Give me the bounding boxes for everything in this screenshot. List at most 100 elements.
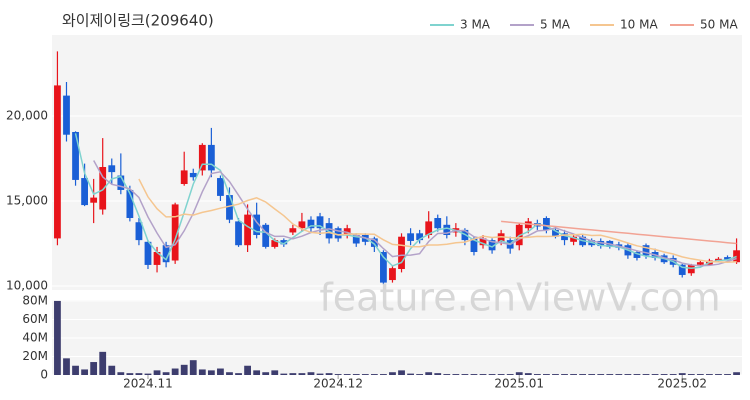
- volume-bar: [289, 373, 297, 375]
- volume-bar: [126, 373, 134, 375]
- x-tick-label: 2024.12: [313, 377, 363, 391]
- candle-body: [479, 238, 487, 246]
- volume-bar: [715, 374, 722, 375]
- volume-bar: [606, 374, 614, 375]
- volume-bar: [461, 374, 469, 375]
- volume-bar: [597, 374, 605, 375]
- y-tick-label: 0: [40, 368, 48, 382]
- candle-body: [126, 189, 134, 219]
- volume-bar: [180, 364, 188, 375]
- volume-bar: [316, 373, 324, 375]
- legend-label: 10 MA: [620, 18, 658, 32]
- volume-bar: [380, 374, 387, 375]
- volume-bar: [524, 373, 532, 375]
- volume-bar: [235, 373, 242, 375]
- candle-body: [561, 233, 568, 241]
- candle-body: [262, 224, 270, 247]
- candle-body: [253, 214, 261, 236]
- legend-label: 50 MA: [700, 18, 738, 32]
- candle-body: [162, 245, 170, 263]
- candle-body: [72, 131, 79, 180]
- candle-body: [108, 165, 116, 173]
- candle-body: [724, 257, 731, 261]
- chart-title: 와이제이링크(209640): [62, 12, 214, 30]
- volume-bar: [343, 374, 351, 375]
- volume-bar: [280, 373, 288, 375]
- volume-bar: [54, 300, 61, 375]
- candle-body: [715, 258, 722, 261]
- volume-bar: [117, 372, 125, 375]
- candle-body: [488, 240, 496, 251]
- volume-bar: [434, 373, 442, 375]
- candle-body: [90, 197, 98, 203]
- volume-bar: [407, 373, 414, 375]
- ma-line: [138, 178, 737, 263]
- volume-bar: [262, 372, 270, 375]
- candle-body: [470, 238, 478, 253]
- candle-body: [289, 228, 297, 233]
- volume-bar: [588, 374, 596, 375]
- volume-bar: [443, 374, 451, 375]
- volume-bar: [99, 351, 107, 375]
- volume-bar: [334, 374, 342, 375]
- volume-bar: [398, 370, 405, 375]
- y-tick-label: 80M: [22, 293, 48, 307]
- candle-body: [244, 214, 251, 246]
- ma-line: [93, 160, 737, 267]
- candle-body: [207, 144, 215, 171]
- volume-bar: [325, 373, 333, 375]
- volume-bar: [162, 372, 170, 375]
- ma-line: [501, 220, 737, 245]
- x-tick-label: 2024.11: [123, 377, 173, 391]
- volume-bar: [81, 369, 88, 375]
- candle-body: [198, 144, 206, 171]
- watermark: feature.enViewV.com: [319, 276, 720, 320]
- volume-bar: [642, 374, 650, 375]
- volume-bar: [153, 370, 161, 375]
- candle-body: [235, 221, 242, 246]
- candle-body: [407, 233, 414, 241]
- candle-body: [524, 221, 532, 229]
- volume-bar: [135, 373, 143, 375]
- candle-body: [434, 218, 442, 229]
- volume-bar: [416, 374, 424, 375]
- candle-body: [633, 252, 641, 258]
- candle-body: [696, 262, 704, 265]
- volume-bar: [579, 374, 587, 375]
- volume-bar: [244, 365, 251, 375]
- candle-body: [99, 167, 107, 210]
- volume-bar: [687, 374, 695, 375]
- volume-bar: [452, 374, 460, 375]
- candle-body: [425, 221, 433, 236]
- volume-bar: [361, 374, 369, 375]
- volume-bar: [615, 374, 623, 375]
- volume-bar: [543, 374, 550, 375]
- volume-bar: [706, 374, 713, 375]
- candle-body: [597, 240, 605, 247]
- x-tick-label: 2025.02: [657, 377, 707, 391]
- volume-bar: [352, 374, 360, 375]
- volume-bar: [207, 370, 215, 375]
- volume-bar: [470, 374, 478, 375]
- volume-bar: [678, 373, 686, 375]
- legend-label: 3 MA: [460, 18, 491, 32]
- candle-body: [316, 216, 324, 229]
- candle-body: [497, 233, 505, 242]
- candle-body: [687, 264, 695, 274]
- volume-bar: [479, 374, 487, 375]
- volume-bar: [660, 374, 668, 375]
- volume-bar: [724, 374, 731, 375]
- legend-label: 5 MA: [540, 18, 571, 32]
- volume-bar: [696, 374, 704, 375]
- candle-body: [189, 172, 197, 178]
- candle-body: [552, 229, 559, 237]
- candle-body: [81, 178, 88, 206]
- candle-body: [642, 245, 650, 256]
- candle-body: [307, 219, 315, 229]
- volume-bar: [651, 374, 659, 375]
- candle-body: [180, 170, 188, 185]
- volume-bar: [108, 365, 116, 375]
- volume-bar: [189, 360, 197, 375]
- volume-bar: [370, 374, 378, 375]
